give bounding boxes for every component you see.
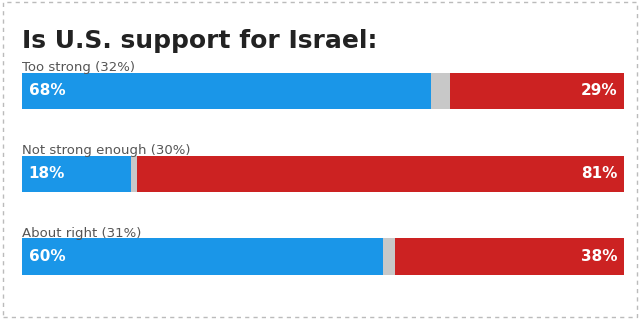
- Bar: [396, 239, 624, 275]
- Text: Not strong enough (30%): Not strong enough (30%): [22, 144, 191, 157]
- Text: Is U.S. support for Israel:: Is U.S. support for Israel:: [22, 29, 378, 53]
- Bar: [383, 239, 396, 275]
- Bar: [22, 155, 131, 192]
- Bar: [22, 239, 383, 275]
- Text: 38%: 38%: [581, 249, 618, 264]
- Text: About right (31%): About right (31%): [22, 227, 142, 240]
- Text: 18%: 18%: [29, 166, 65, 182]
- Text: 29%: 29%: [581, 83, 618, 99]
- Text: Too strong (32%): Too strong (32%): [22, 61, 136, 74]
- Text: 81%: 81%: [581, 166, 618, 182]
- Bar: [131, 155, 137, 192]
- Bar: [431, 73, 449, 109]
- Bar: [137, 155, 624, 192]
- Text: 60%: 60%: [29, 249, 65, 264]
- Bar: [449, 73, 624, 109]
- Text: 68%: 68%: [29, 83, 65, 99]
- Bar: [22, 73, 431, 109]
